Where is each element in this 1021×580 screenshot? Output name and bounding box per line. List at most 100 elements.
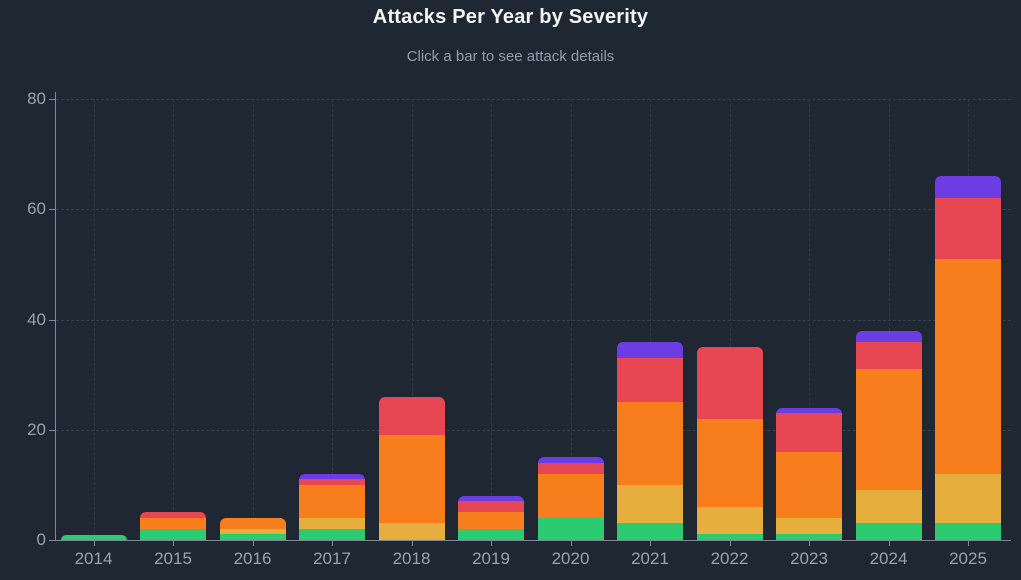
gridline-vertical xyxy=(650,99,651,540)
y-axis-tick-label: 20 xyxy=(27,419,46,439)
y-axis-tick-label: 40 xyxy=(27,309,46,329)
gridline-vertical xyxy=(173,99,174,540)
x-axis-label-2019: 2019 xyxy=(472,549,510,568)
bar-2014[interactable] xyxy=(60,534,127,540)
y-axis-line xyxy=(55,92,56,540)
bar-segment-green xyxy=(776,534,842,540)
bar-segment-orange xyxy=(299,484,365,518)
bar-segment-orange xyxy=(537,473,604,518)
bar-segment-red xyxy=(855,341,922,370)
x-axis-label-2024: 2024 xyxy=(869,549,908,568)
gridline-vertical xyxy=(93,99,95,540)
gridline-vertical xyxy=(809,99,810,540)
bar-segment-orange xyxy=(219,517,286,529)
x-axis-label-2017: 2017 xyxy=(313,549,351,568)
bar-segment-red xyxy=(935,198,1001,259)
bar-segment-green xyxy=(696,534,763,540)
bar-2024[interactable] xyxy=(855,330,922,540)
gridline-vertical xyxy=(411,99,413,540)
bar-segment-green xyxy=(458,528,524,540)
bar-segment-red xyxy=(299,479,365,485)
bar-segment-purple xyxy=(458,495,524,502)
bar-segment-orange xyxy=(617,402,683,485)
x-axis-label-2025: 2025 xyxy=(949,549,987,568)
gridline-vertical xyxy=(252,99,254,540)
bar-segment-purple xyxy=(855,330,922,342)
y-axis-tick xyxy=(49,540,55,541)
x-axis-tick xyxy=(332,541,333,546)
bar-2018[interactable] xyxy=(378,396,445,540)
bar-segment-green xyxy=(855,523,922,540)
y-axis-tick xyxy=(49,429,55,431)
bar-segment-green xyxy=(140,528,206,540)
bar-2017[interactable] xyxy=(299,473,365,540)
x-axis-label-2015: 2015 xyxy=(154,549,192,568)
bar-segment-purple xyxy=(935,176,1001,199)
gridline-horizontal xyxy=(56,99,1011,100)
bar-segment-orange xyxy=(378,435,445,524)
bar-segment-green xyxy=(617,523,683,540)
bar-segment-green xyxy=(60,534,127,540)
gridline-horizontal xyxy=(56,209,1011,211)
bar-segment-orange xyxy=(855,369,922,491)
chart-subtitle: Click a bar to see attack details xyxy=(406,48,615,65)
bar-segment-orange xyxy=(776,451,842,518)
y-axis-tick xyxy=(49,319,55,321)
bar-segment-red xyxy=(140,512,206,518)
x-axis-line xyxy=(55,540,1011,541)
bar-segment-red xyxy=(696,347,763,419)
x-axis-label-2022: 2022 xyxy=(710,549,749,568)
gridline-vertical xyxy=(491,99,492,540)
bar-2023[interactable] xyxy=(776,407,842,540)
gridline-vertical xyxy=(570,99,572,540)
bar-2016[interactable] xyxy=(219,517,286,540)
bar-segment-green xyxy=(935,523,1001,540)
y-axis-tick-label: 80 xyxy=(27,89,46,108)
bar-segment-purple xyxy=(776,407,842,414)
bar-segment-purple xyxy=(617,341,683,359)
bar-segment-green xyxy=(537,517,604,540)
bar-segment-yellow xyxy=(776,517,842,535)
bar-segment-yellow xyxy=(855,490,922,524)
bar-segment-red xyxy=(378,396,445,436)
bar-segment-yellow xyxy=(617,484,683,524)
bar-2021[interactable] xyxy=(617,341,683,540)
bar-segment-red xyxy=(776,413,842,452)
bar-2019[interactable] xyxy=(458,495,524,540)
bar-segment-red xyxy=(617,358,683,403)
gridline-horizontal xyxy=(56,319,1011,321)
x-axis-label-2023: 2023 xyxy=(790,549,828,568)
gridline-vertical xyxy=(729,99,731,540)
x-axis-tick xyxy=(809,541,810,546)
bar-segment-orange xyxy=(935,258,1001,474)
x-axis-label-2021: 2021 xyxy=(631,549,669,568)
bar-segment-yellow xyxy=(299,517,365,529)
y-axis-tick xyxy=(49,209,55,211)
bar-2025[interactable] xyxy=(935,176,1001,540)
bar-segment-yellow xyxy=(935,473,1001,524)
x-axis-tick xyxy=(968,541,969,546)
bar-segment-green xyxy=(219,534,286,540)
x-axis-tick xyxy=(491,541,492,546)
bar-segment-orange xyxy=(458,512,524,529)
x-axis-tick xyxy=(411,541,413,546)
bar-segment-orange xyxy=(140,517,206,529)
x-axis-tick xyxy=(650,541,651,546)
x-axis-tick xyxy=(888,541,890,546)
bar-2020[interactable] xyxy=(537,457,604,540)
bar-segment-red xyxy=(458,501,524,513)
y-axis-tick-label: 60 xyxy=(27,199,46,219)
bar-segment-yellow xyxy=(219,528,286,535)
bar-2015[interactable] xyxy=(140,512,206,540)
gridline-vertical xyxy=(332,99,333,540)
x-axis-label-2014: 2014 xyxy=(74,549,113,568)
bar-segment-green xyxy=(299,528,365,540)
gridline-horizontal xyxy=(56,429,1011,431)
bar-segment-red xyxy=(537,462,604,474)
x-axis-tick xyxy=(93,541,95,546)
x-axis-tick xyxy=(729,541,731,546)
bar-2022[interactable] xyxy=(696,347,763,540)
x-axis-tick xyxy=(252,541,254,546)
bar-segment-yellow xyxy=(378,523,445,540)
